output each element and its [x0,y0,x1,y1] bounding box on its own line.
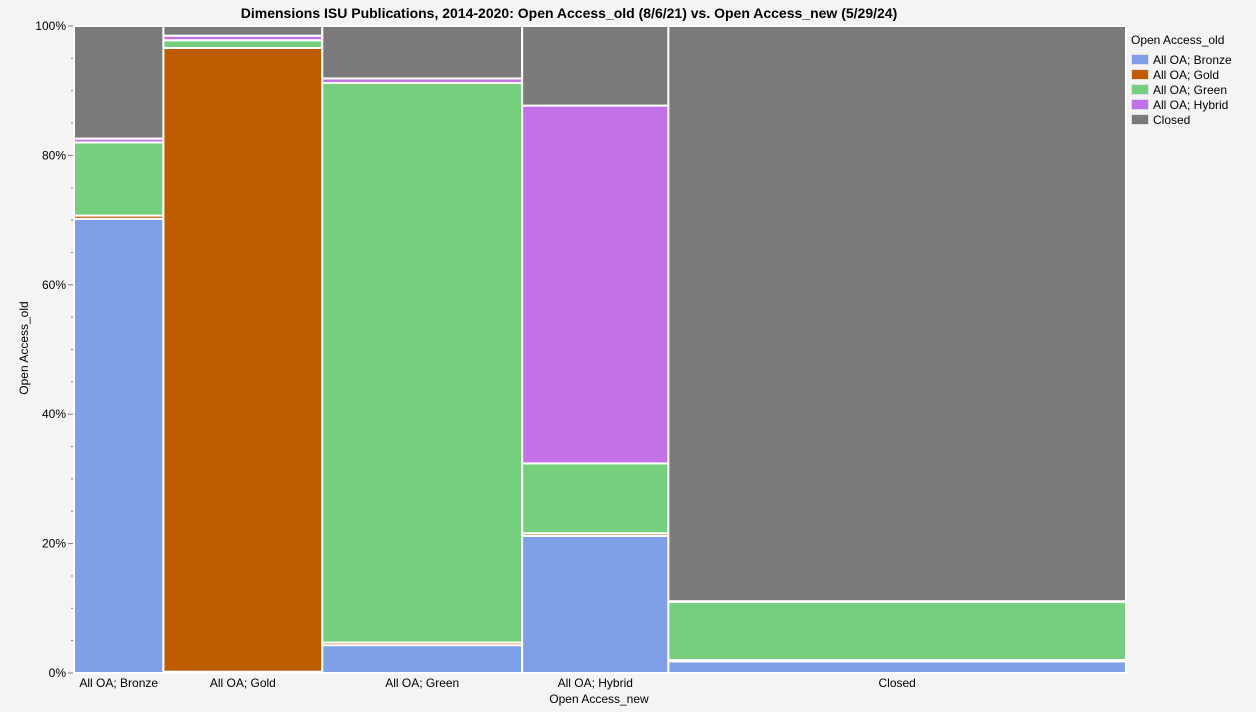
legend-label: All OA; Gold [1153,67,1220,82]
x-tick-label: All OA; Gold [210,676,276,690]
legend: Open Access_old All OA; Bronze All OA; Go… [1131,33,1232,127]
legend-label: All OA; Bronze [1153,52,1232,67]
y-tick-label: 40% [42,407,66,421]
mosaic-cell-all-oa-hybrid-all-oa-green [521,462,670,535]
y-tick-label: 60% [42,278,66,292]
mosaic-cell-closed-closed [667,25,1127,603]
legend-swatch [1131,114,1149,125]
x-axis-label: Open Access_new [549,692,649,706]
legend-swatch [1131,54,1149,65]
legend-item-all-oa-hybrid: All OA; Hybrid [1131,97,1232,112]
legend-swatch [1131,84,1149,95]
mosaic-cell-all-oa-green-all-oa-green [321,81,524,644]
mosaic-cell-all-oa-gold-closed [162,25,324,37]
x-tick-label: All OA; Hybrid [558,676,633,690]
y-tick-label: 80% [42,148,66,162]
mosaic-cell-all-oa-bronze-all-oa-bronze [73,217,165,674]
x-tick-label: Closed [879,676,916,690]
mosaic-cell-all-oa-gold-all-oa-green [162,39,324,49]
legend-item-closed: Closed [1131,112,1232,127]
y-tick-label: 0% [49,666,67,680]
mosaic-cell-all-oa-hybrid-closed [521,25,670,107]
mosaic-cell-all-oa-bronze-closed [73,25,165,140]
x-tick-label: All OA; Green [385,676,459,690]
legend-item-all-oa-gold: All OA; Gold [1131,67,1232,82]
legend-label: Closed [1153,112,1191,127]
mosaic-cell-all-oa-bronze-all-oa-green [73,141,165,217]
mosaic-cell-all-oa-green-all-oa-bronze [321,644,524,675]
mosaic-cell-all-oa-hybrid-all-oa-bronze [521,534,670,674]
legend-title: Open Access_old [1131,33,1225,47]
mosaic-cell-all-oa-green-closed [321,25,524,80]
legend-item-all-oa-bronze: All OA; Bronze [1131,52,1232,67]
x-tick-label: All OA; Bronze [79,676,158,690]
mosaic-cell-closed-all-oa-bronze [667,660,1127,675]
legend-swatch [1131,69,1149,80]
mosaic-cell-all-oa-gold-all-oa-gold [162,46,324,673]
legend-label: All OA; Green [1153,82,1228,97]
mosaic-cell-all-oa-hybrid-all-oa-hybrid [521,104,670,465]
legend-label: All OA; Hybrid [1153,97,1229,112]
legend-item-all-oa-green: All OA; Green [1131,82,1232,97]
legend-swatch [1131,99,1149,110]
y-tick-label: 20% [42,537,66,551]
legend-items: All OA; Bronze All OA; Gold All OA; Green A… [1131,52,1232,127]
y-tick-label: 100% [35,19,66,33]
mosaic-cell-closed-all-oa-green [667,600,1127,662]
chart-title: Dimensions ISU Publications, 2014-2020: … [240,5,898,21]
y-axis-label: Open Access_old [17,301,31,395]
